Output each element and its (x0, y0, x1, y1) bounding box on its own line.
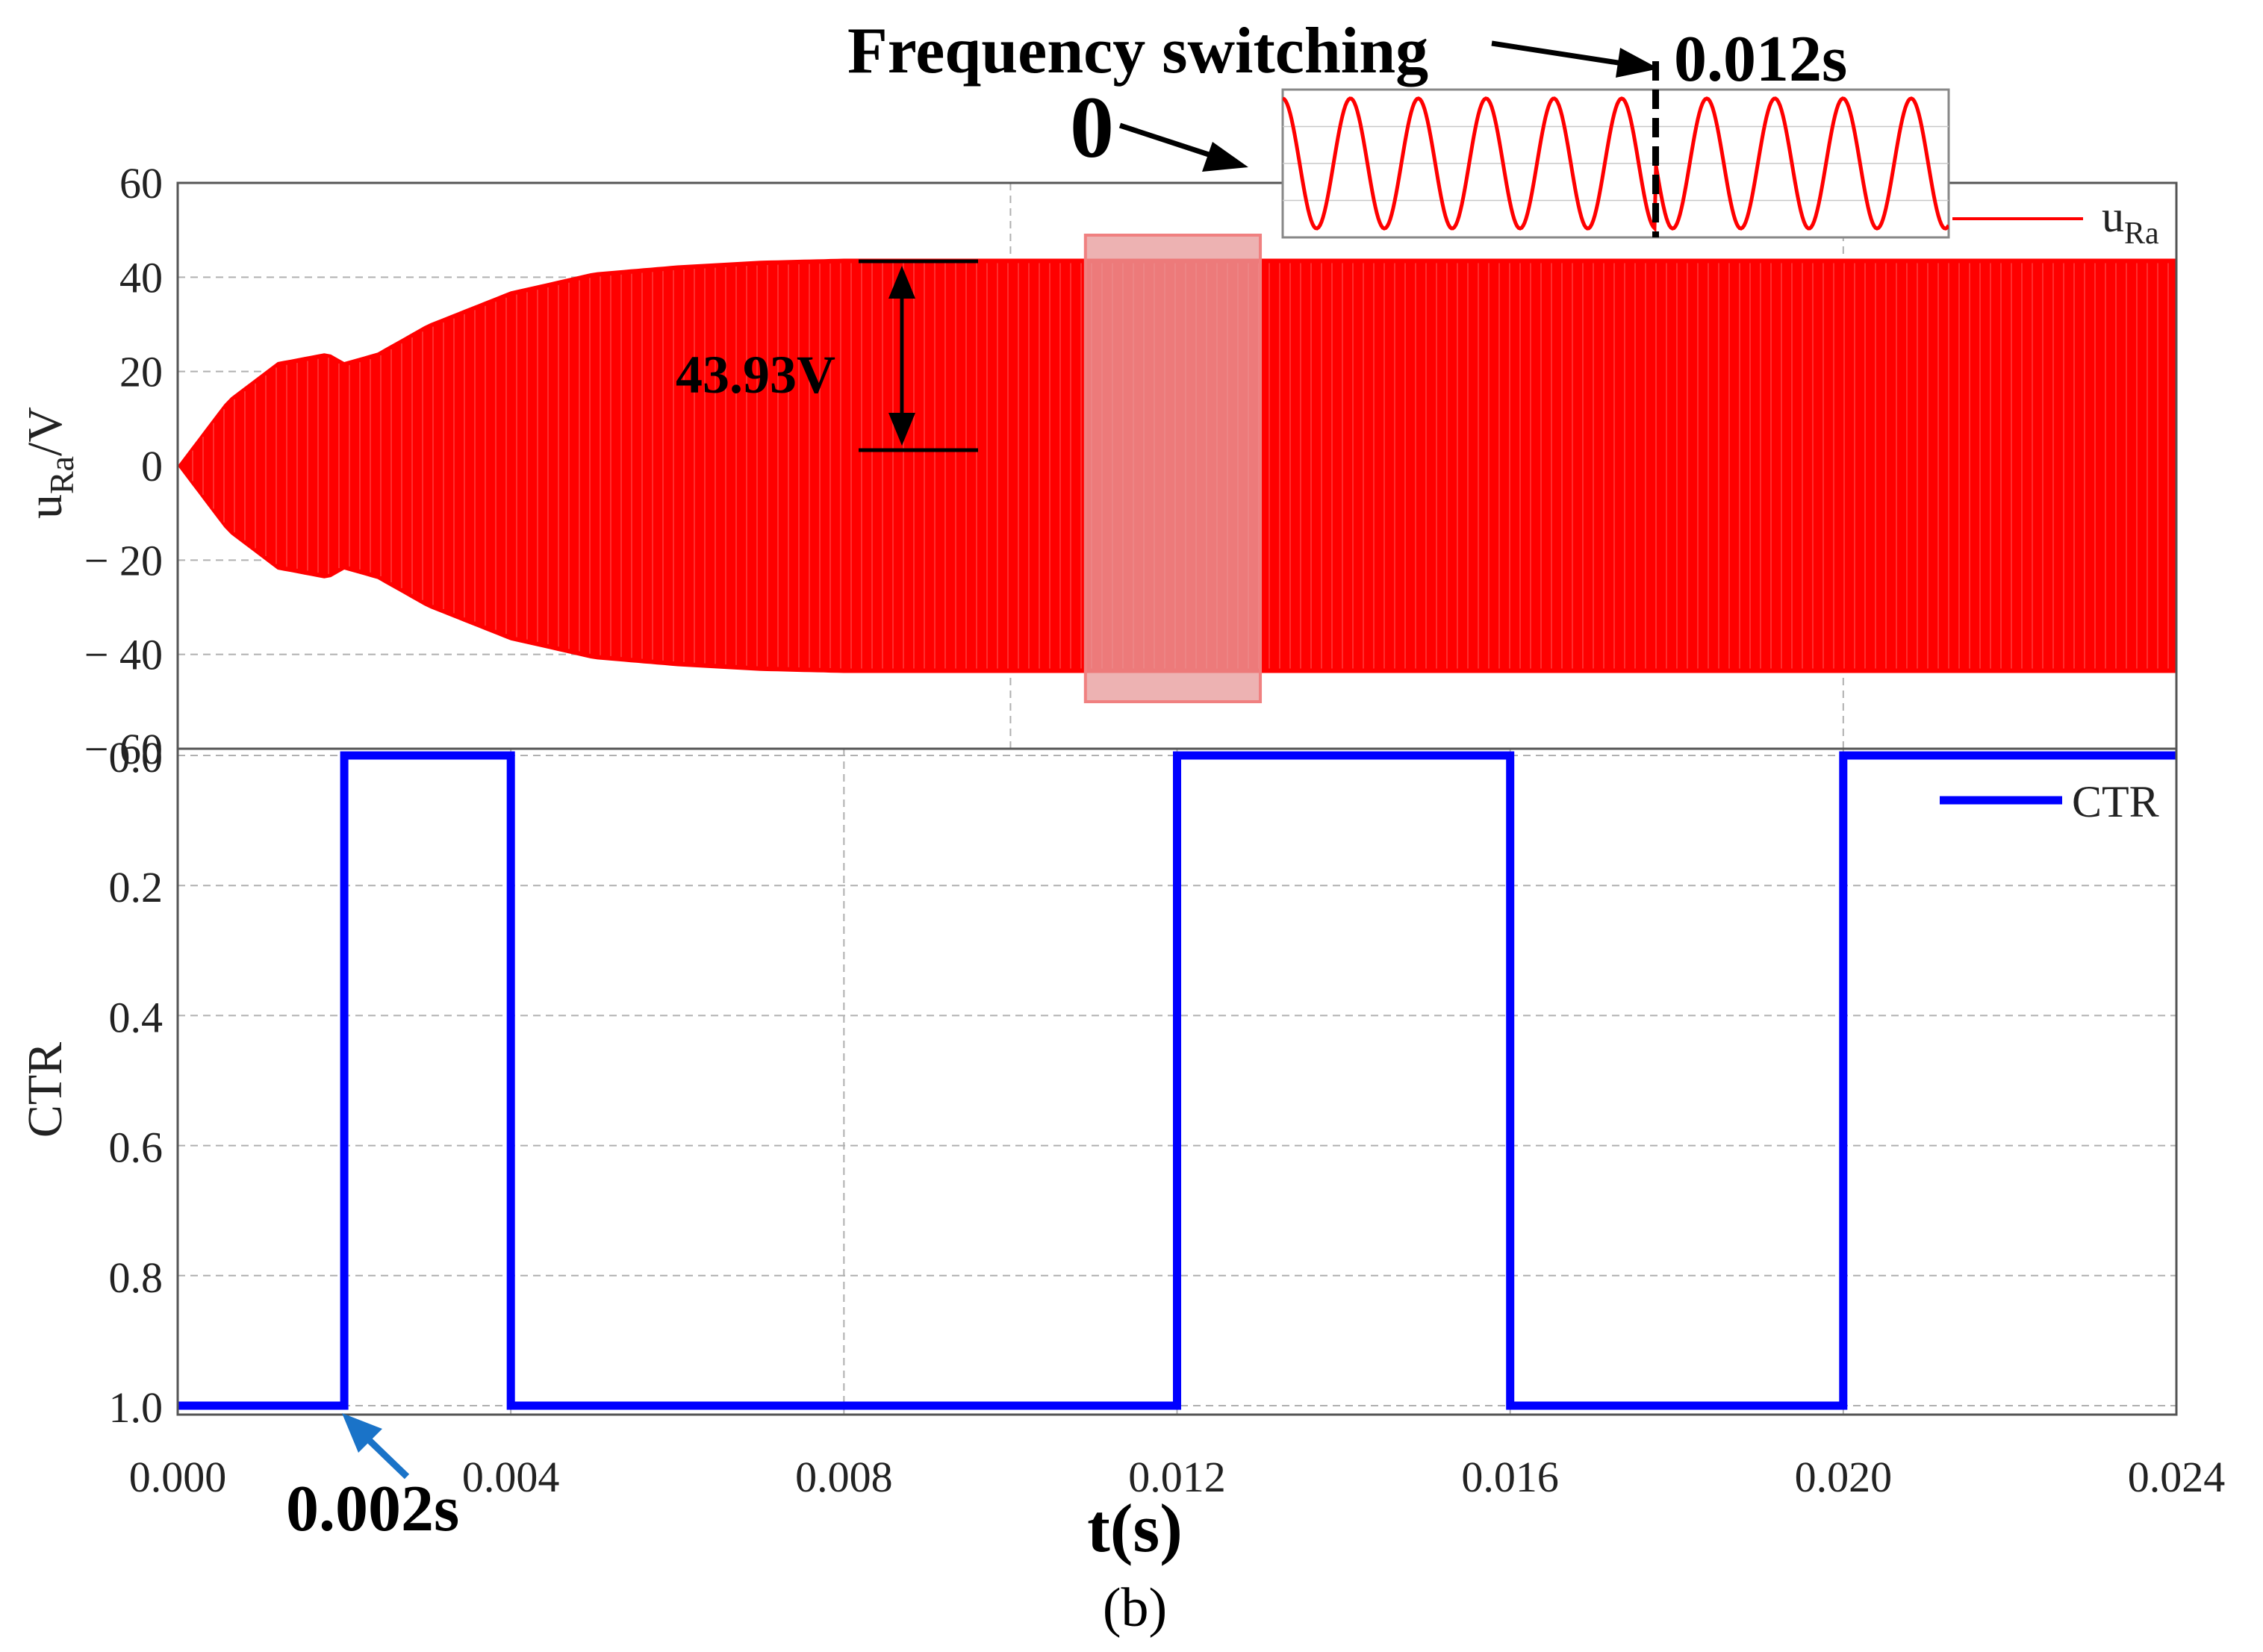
top-y-tick-label: − 40 (84, 631, 163, 679)
start-time-label: 0.002s (286, 1473, 459, 1545)
frequency-switching-arrow-line (1491, 40, 1628, 67)
amplitude-label: 43.93V (676, 345, 835, 405)
x-tick-label: 0.004 (462, 1453, 560, 1501)
uRa-oscillation-hatch (192, 263, 2169, 669)
bottom-y-tick-label: 0.8 (109, 1253, 164, 1302)
bottom-y-tick-labels: 1.0 0.8 0.6 0.4 0.2 0.0 (109, 733, 164, 1432)
amplitude-arrowhead-up (888, 266, 915, 299)
x-tick-label: 0.012 (1128, 1453, 1226, 1501)
frequency-switching-label: Frequency switching (847, 15, 1428, 87)
bottom-y-tick-label: 0.6 (109, 1123, 164, 1172)
zoom-highlight-window (1083, 234, 1263, 703)
legend-CTR-label: CTR (2072, 777, 2159, 826)
bottom-y-tick-label: 1.0 (109, 1383, 164, 1432)
inset-sine-wave (1283, 96, 1949, 233)
top-y-tick-label: 60 (119, 159, 163, 208)
x-axis-label: t(s) (1087, 1490, 1183, 1566)
ylabel-subscript: Ra (43, 456, 81, 494)
bottom-plot-frame (176, 747, 2178, 1416)
start-time-annotation: 0.002s (286, 1413, 459, 1545)
amplitude-arrowhead-down (888, 413, 915, 446)
top-y-tick-labels: 60 40 20 0 − 20 − 40 − 60 (84, 159, 163, 773)
ylabel-u: u (18, 494, 72, 519)
frequency-switching-arrowhead (1616, 48, 1659, 78)
x-tick-label: 0.016 (1461, 1453, 1559, 1501)
zoom-inset (1281, 61, 1950, 239)
figure-caption: (b) (1103, 1577, 1167, 1639)
bottom-y-tick-label: 0.2 (109, 863, 164, 911)
top-y-axis-label: uRa/V (18, 407, 81, 519)
top-y-tick-label: 0 (141, 442, 163, 490)
top-legend: uRa (1952, 192, 2159, 251)
amplitude-annotation: 43.93V (676, 259, 978, 452)
start-time-arrow-line (363, 1434, 410, 1480)
top-y-tick-label: − 60 (84, 725, 163, 773)
bottom-y-tick-label: 0.4 (109, 993, 164, 1041)
zero-arrow-line (1118, 122, 1217, 160)
zero-arrowhead (1202, 142, 1248, 172)
legend-u: u (2102, 192, 2124, 241)
top-y-tick-label: 20 (119, 348, 163, 396)
top-y-tick-label: − 20 (84, 536, 163, 585)
zero-label: 0 (1070, 78, 1114, 176)
x-tick-label: 0.000 (129, 1453, 227, 1501)
start-time-arrowhead (342, 1413, 382, 1453)
CTR-signal-line (178, 751, 2176, 1410)
x-tick-label: 0.020 (1795, 1453, 1893, 1501)
bottom-legend: CTR (1940, 777, 2159, 826)
ylabel-unit: /V (18, 407, 72, 456)
bottom-y-tick-label: 0.0 (109, 733, 164, 782)
bottom-y-axis-label: CTR (18, 1042, 72, 1138)
legend-uRa-label: uRa (2102, 192, 2159, 251)
switch-time-label: 0.012s (1674, 23, 1847, 96)
top-y-tick-label: 40 (119, 253, 163, 302)
x-tick-labels: 0.000 0.004 0.008 0.012 0.016 0.020 0.024 (129, 1453, 2226, 1501)
x-tick-label: 0.024 (2128, 1453, 2226, 1501)
legend-subscript: Ra (2124, 216, 2159, 251)
x-tick-label: 0.008 (795, 1453, 893, 1501)
